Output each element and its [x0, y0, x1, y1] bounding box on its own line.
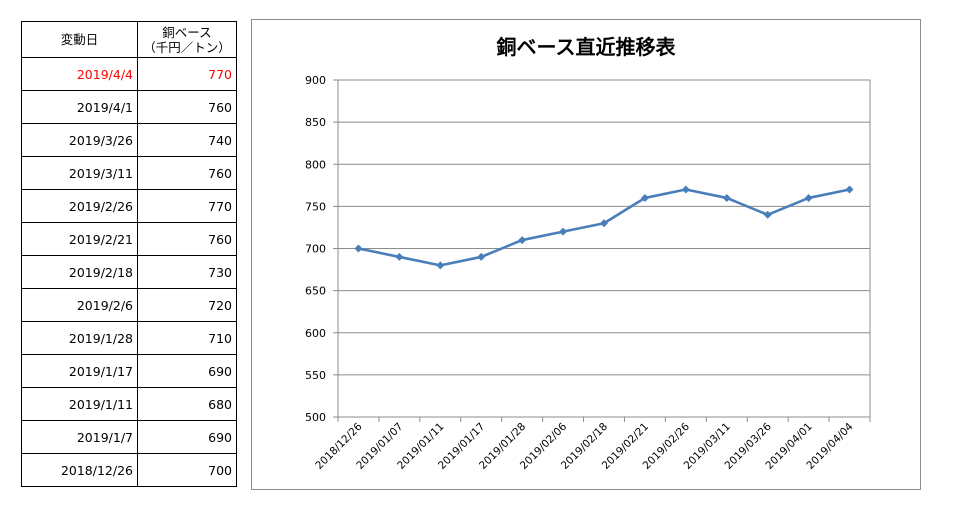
x-axis: 2018/12/262019/01/072019/01/112019/01/17… [313, 417, 871, 472]
data-point-marker [518, 236, 527, 245]
row-date: 2018/12/26 [21, 453, 138, 487]
chart-title: 銅ベース直近推移表 [497, 35, 677, 59]
header-price: 銅ベース （千円／トン） [137, 21, 237, 58]
row-date: 2019/4/4 [21, 57, 138, 91]
y-tick-label: 900 [305, 74, 326, 87]
table-row: 2019/1/7 690 [21, 420, 237, 454]
price-table: 変動日 銅ベース （千円／トン） 2019/4/4 770 2019/4/1 760 2… [21, 21, 237, 487]
row-date: 2019/2/26 [21, 189, 138, 223]
row-price: 720 [137, 288, 237, 322]
row-price: 760 [137, 90, 237, 124]
data-point-marker [477, 252, 486, 261]
y-tick-label: 550 [305, 369, 326, 382]
series-line [358, 188, 850, 267]
data-point-marker [681, 185, 690, 194]
row-date: 2019/1/11 [21, 387, 138, 421]
y-tick-label: 700 [305, 243, 326, 256]
row-price: 730 [137, 255, 237, 289]
table-header-row: 変動日 銅ベース （千円／トン） [21, 21, 237, 58]
table-row: 2019/3/11 760 [21, 156, 237, 190]
table-row: 2019/2/26 770 [21, 189, 237, 223]
row-price: 770 [137, 189, 237, 223]
y-tick-label: 800 [305, 158, 326, 171]
table-row: 2019/2/6 720 [21, 288, 237, 322]
y-tick-label: 650 [305, 285, 326, 298]
table-row: 2019/3/26 740 [21, 123, 237, 157]
data-point-marker [722, 193, 731, 202]
row-price: 740 [137, 123, 237, 157]
chart-area: 銅ベース直近推移表 900 850 800 750 700 650 600 550 500 20… [251, 19, 921, 490]
row-date: 2019/1/17 [21, 354, 138, 388]
row-price: 690 [137, 354, 237, 388]
data-point-marker [763, 210, 772, 219]
header-price-line2: （千円／トン） [143, 39, 231, 55]
row-date: 2019/4/1 [21, 90, 138, 124]
row-date: 2019/2/21 [21, 222, 138, 256]
row-price: 770 [137, 57, 237, 91]
data-point-marker [640, 193, 649, 202]
y-tick-label: 850 [305, 116, 326, 129]
grid [337, 79, 871, 418]
data-point-marker [354, 244, 363, 253]
table-row: 2019/1/17 690 [21, 354, 237, 388]
y-tick-label: 750 [305, 200, 326, 213]
y-tick-label: 600 [305, 327, 326, 340]
data-point-marker [600, 219, 608, 228]
row-price: 690 [137, 420, 237, 454]
row-date: 2019/2/6 [21, 288, 138, 322]
data-point-marker [395, 252, 404, 261]
data-point-marker [559, 227, 568, 236]
row-price: 760 [137, 222, 237, 256]
header-price-line1: 銅ベース [162, 24, 212, 40]
row-date: 2019/3/26 [21, 123, 138, 157]
row-date: 2019/1/28 [21, 321, 138, 355]
row-date: 2019/3/11 [21, 156, 138, 190]
table-row: 2019/4/1 760 [21, 90, 237, 124]
table-row: 2019/4/4 770 [21, 57, 237, 91]
row-price: 760 [137, 156, 237, 190]
table-row: 2019/2/18 730 [21, 255, 237, 289]
table-row: 2018/12/26 700 [21, 453, 237, 487]
table-row: 2019/1/28 710 [21, 321, 237, 355]
row-date: 2019/1/7 [21, 420, 138, 454]
row-price: 680 [137, 387, 237, 421]
data-point-marker [845, 185, 854, 194]
line-chart: 銅ベース直近推移表 900 850 800 750 700 650 600 550 500 20… [305, 35, 871, 472]
row-date: 2019/2/18 [21, 255, 138, 289]
table-row: 2019/2/21 760 [21, 222, 237, 256]
table-row: 2019/1/11 680 [21, 387, 237, 421]
data-point-marker [804, 193, 813, 202]
row-price: 710 [137, 321, 237, 355]
data-point-marker [436, 261, 445, 270]
y-tick-label: 500 [305, 411, 326, 424]
row-price: 700 [137, 453, 237, 487]
y-axis: 900 850 800 750 700 650 600 550 500 [305, 74, 338, 424]
header-date: 変動日 [21, 21, 138, 58]
series-group [354, 185, 854, 270]
